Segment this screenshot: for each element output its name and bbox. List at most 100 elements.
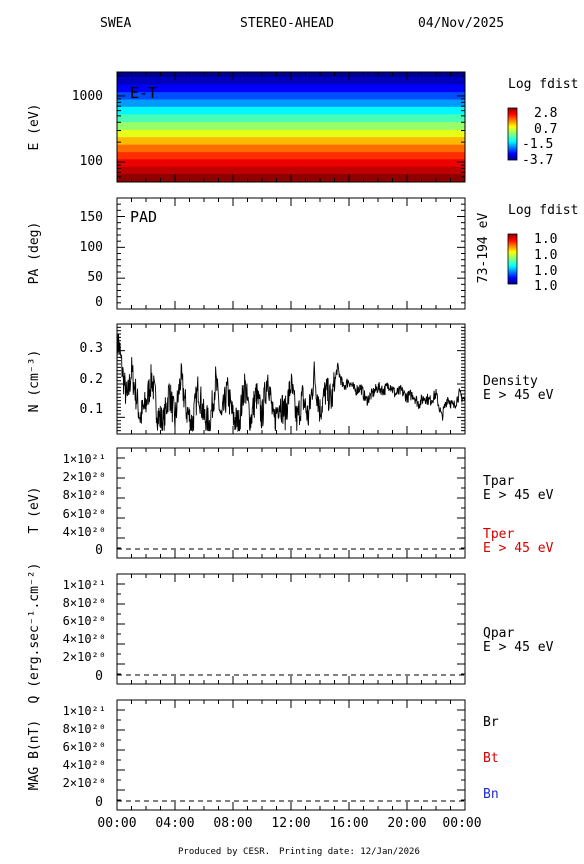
pad-cbar-tick-0: 1.0	[534, 232, 557, 247]
et-ylabel: E (eV)	[27, 104, 42, 151]
density-ytick-0.2: 0.2	[80, 372, 103, 387]
et-energy-band	[117, 76, 465, 85]
footer-printing-date: Printing date: 12/Jan/2026	[279, 847, 420, 857]
temperature-ylabel: T (eV)	[27, 487, 42, 534]
et-cbar-tick-2: -1.5	[522, 137, 553, 152]
temperature-ytick-2e20: 2×10²⁰	[63, 470, 106, 484]
temperature-ytick-8e20: 8×10²⁰	[63, 488, 106, 502]
heatflux-frame	[116, 573, 466, 685]
xtick-label-4: 16:00	[329, 816, 368, 831]
temperature-frame	[116, 447, 466, 559]
x-axis: 00:00 04:00 08:00 12:00 16:00 20:00 00:0…	[97, 816, 481, 831]
temperature-y-ticks	[116, 447, 466, 559]
pad-energy-range: 73-194 eV	[476, 213, 491, 284]
footer-produced-by: Produced by CESR.	[178, 847, 270, 857]
pad-cbar-tick-2: 1.0	[534, 264, 557, 279]
density-series-line	[116, 333, 466, 433]
heatflux-ylabel: Q (erg.sec⁻¹.cm⁻²)	[27, 563, 42, 704]
xtick-label-2: 08:00	[213, 816, 252, 831]
density-ytick-0.1: 0.1	[80, 402, 103, 417]
temperature-legend-tper: Tper	[483, 527, 514, 542]
heatflux-ytick-4e20: 4×10²⁰	[63, 632, 106, 646]
et-energy-band	[117, 152, 465, 160]
xtick-label-1: 04:00	[155, 816, 194, 831]
pad-panel-label: PAD	[130, 208, 157, 226]
et-cbar-tick-3: -3.7	[522, 153, 553, 168]
heatflux-ytick-0: 0	[95, 669, 103, 684]
et-energy-band	[117, 114, 465, 123]
et-cbar-tick-0: 2.8	[534, 106, 557, 121]
et-ytick-100: 100	[80, 154, 103, 169]
mag-panel: 1×10²¹ 8×10²⁰ 6×10²⁰ 4×10²⁰ 2×10²⁰ 0 MAG…	[27, 699, 499, 811]
pad-ytick-100: 100	[80, 240, 103, 255]
heatflux-ytick-8e20: 8×10²⁰	[63, 596, 106, 610]
pad-panel: 150 100 50 0 PAD PA (deg) 73-194 eV Log …	[27, 197, 578, 310]
temperature-legend-tper-range: E > 45 eV	[483, 541, 554, 556]
temperature-ytick-1e21: 1×10²¹	[63, 452, 106, 466]
temperature-panel: 1×10²¹ 8×10²⁰ 6×10²⁰ 4×10²⁰ 2×10²⁰ 0 T (…	[27, 447, 554, 559]
heatflux-ytick-1e21: 1×10²¹	[63, 578, 106, 592]
pad-ytick-0: 0	[95, 295, 103, 310]
xtick-label-6: 00:00	[442, 816, 481, 831]
mag-ytick-0: 0	[95, 795, 103, 810]
header-spacecraft: STEREO-AHEAD	[240, 16, 334, 31]
et-energy-band	[117, 159, 465, 168]
et-energy-band	[117, 144, 465, 153]
et-energy-band	[117, 166, 465, 175]
mag-ytick-2e20: 2×10²⁰	[63, 776, 106, 790]
density-legend-name: Density	[483, 374, 538, 389]
heatflux-legend-range: E > 45 eV	[483, 640, 554, 655]
density-legend-range: E > 45 eV	[483, 388, 554, 403]
mag-ytick-8e20: 8×10²⁰	[63, 722, 106, 736]
pad-cbar-tick-3: 1.0	[534, 279, 557, 294]
mag-ytick-4e20: 4×10²⁰	[63, 758, 106, 772]
et-colorbar	[507, 107, 518, 161]
et-energy-band	[117, 92, 465, 100]
mag-ytick-6e20: 6×10²⁰	[63, 740, 106, 754]
et-energy-band	[117, 129, 465, 138]
pad-y-ticks	[116, 197, 466, 310]
header-instrument: SWEA	[100, 16, 131, 31]
et-energy-band	[117, 122, 465, 131]
density-y-ticks	[116, 323, 466, 435]
pad-colorbar-title: Log fdist	[508, 203, 578, 218]
mag-legend-bn: Bn	[483, 787, 499, 802]
temperature-ytick-4e20: 4×10²⁰	[63, 525, 106, 539]
et-energy-band	[117, 99, 465, 108]
et-energy-band	[117, 106, 465, 115]
mag-ylabel: MAG B(nT)	[27, 720, 42, 790]
mag-legend-bt: Bt	[483, 751, 499, 766]
heatflux-legend-qpar: Qpar	[483, 626, 514, 641]
mag-frame	[116, 699, 466, 811]
et-panel: 1000 100 E-T E (eV) Log fdist 2.8 0.7 -1…	[27, 71, 578, 183]
temperature-legend-tpar-range: E > 45 eV	[483, 488, 554, 503]
temperature-ytick-0: 0	[95, 543, 103, 558]
mag-y-ticks	[116, 699, 466, 811]
heatflux-y-ticks	[116, 573, 466, 685]
xtick-label-5: 20:00	[387, 816, 426, 831]
mag-legend-br: Br	[483, 715, 499, 730]
et-y-ticks	[116, 72, 466, 183]
pad-ytick-150: 150	[80, 210, 103, 225]
temperature-legend-tpar: Tpar	[483, 474, 514, 489]
density-ylabel: N (cm⁻³)	[27, 350, 42, 413]
heatflux-ytick-6e20: 6×10²⁰	[63, 614, 106, 628]
header-date: 04/Nov/2025	[418, 16, 504, 31]
et-ytick-1000: 1000	[72, 89, 103, 104]
pad-cbar-tick-1: 1.0	[534, 248, 557, 263]
density-panel: 0.3 0.2 0.1 N (cm⁻³) Density E > 45 eV	[27, 323, 554, 435]
et-colorbar-title: Log fdist	[508, 77, 578, 92]
pad-ylabel: PA (deg)	[27, 222, 42, 285]
temperature-ytick-6e20: 6×10²⁰	[63, 507, 106, 521]
pad-colorbar	[507, 233, 518, 285]
pad-ytick-50: 50	[87, 270, 103, 285]
et-spectrogram	[117, 72, 465, 183]
et-panel-label: E-T	[130, 84, 157, 102]
et-energy-band	[117, 84, 465, 93]
et-energy-band	[117, 137, 465, 146]
xtick-label-3: 12:00	[271, 816, 310, 831]
xtick-label-0: 00:00	[97, 816, 136, 831]
et-cbar-tick-1: 0.7	[534, 122, 557, 137]
